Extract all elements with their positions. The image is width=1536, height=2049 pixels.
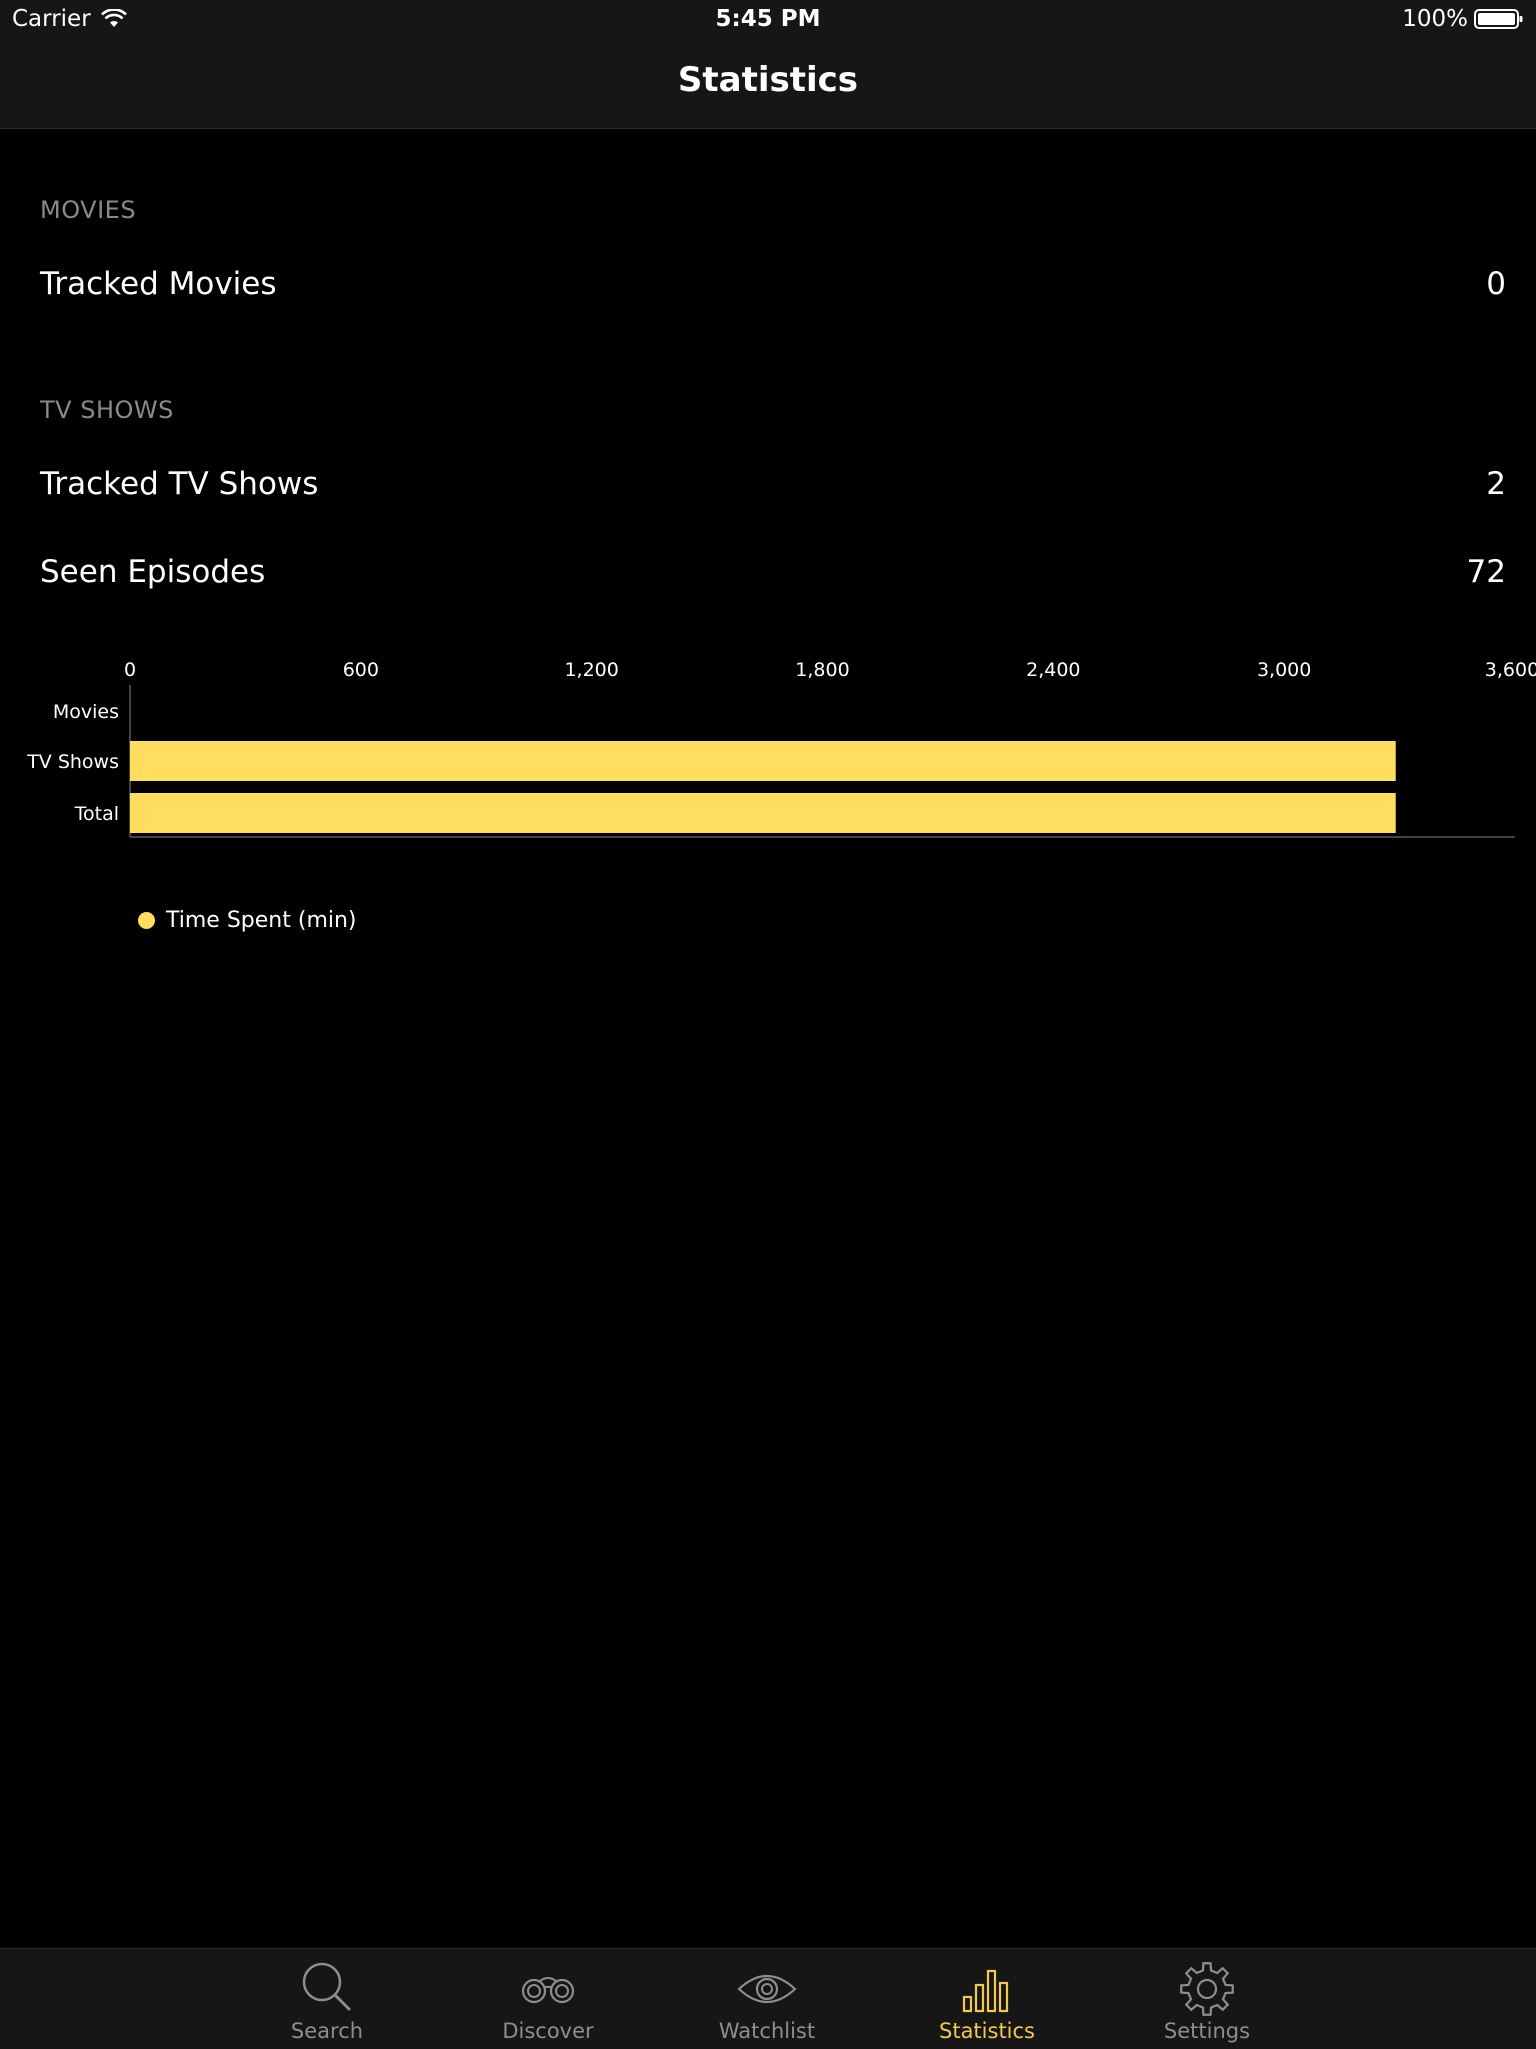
tab-bar: Search Discover Watchlist Statistics (0, 1948, 1536, 2049)
chart-bar (130, 793, 1396, 833)
tracked-tv-shows-row: Tracked TV Shows 2 (40, 459, 1506, 509)
x-tick-label: 3,000 (1257, 659, 1311, 681)
tracked-tv-shows-value: 2 (1486, 466, 1506, 502)
x-tick-label: 3,600 (1485, 659, 1536, 681)
section-header-tv-shows: TV SHOWS (40, 396, 174, 424)
tracked-tv-shows-label: Tracked TV Shows (40, 466, 319, 502)
eye-icon (737, 1975, 797, 2003)
status-time: 5:45 PM (715, 6, 821, 32)
category-label: Total (74, 803, 119, 825)
x-tick-label: 1,800 (795, 659, 849, 681)
status-bar: Carrier 5:45 PM 100% (0, 0, 1536, 40)
tab-discover-label: Discover (502, 2019, 594, 2043)
status-carrier: Carrier (12, 6, 127, 32)
legend-swatch (138, 912, 155, 929)
seen-episodes-label: Seen Episodes (40, 554, 266, 590)
tracked-movies-row: Tracked Movies 0 (40, 259, 1506, 309)
tab-settings-label: Settings (1163, 2019, 1251, 2043)
wifi-icon (100, 9, 127, 27)
section-header-movies: MOVIES (40, 196, 137, 224)
category-label: TV Shows (26, 751, 119, 773)
tab-watchlist-label: Watchlist (718, 2019, 816, 2043)
x-tick-label: 2,400 (1026, 659, 1080, 681)
chart-bar (130, 741, 1396, 781)
gear-icon (1180, 1962, 1234, 2016)
time-spent-chart: 0 600 1,200 1,800 2,400 3,000 3,600 Movies TV Sh… (26, 659, 1536, 838)
carrier-label: Carrier (12, 6, 91, 32)
legend-label: Time Spent (min) (166, 908, 357, 933)
tab-statistics[interactable]: Statistics (907, 1949, 1067, 2049)
tab-settings[interactable]: Settings (1127, 1949, 1287, 2049)
category-label: Movies (53, 701, 119, 723)
battery-icon (1474, 9, 1523, 29)
chart-legend: Time Spent (min) (138, 908, 357, 933)
tracked-movies-value: 0 (1486, 266, 1506, 302)
seen-episodes-value: 72 (1466, 554, 1506, 590)
bar-chart-icon (962, 1969, 1009, 2013)
x-tick-label: 0 (124, 659, 136, 681)
tracked-movies-label: Tracked Movies (40, 266, 277, 302)
x-tick-label: 1,200 (564, 659, 618, 681)
tab-statistics-label: Statistics (939, 2019, 1035, 2043)
navigation-bar: Statistics (0, 40, 1536, 129)
tab-search-label: Search (290, 2019, 364, 2043)
binoculars-icon (521, 1977, 575, 2004)
seen-episodes-row: Seen Episodes 72 (40, 547, 1506, 597)
tab-watchlist[interactable]: Watchlist (687, 1949, 847, 2049)
tab-discover[interactable]: Discover (468, 1949, 628, 2049)
status-battery: 100% (1402, 6, 1524, 32)
x-tick-label: 600 (343, 659, 379, 681)
tab-search[interactable]: Search (247, 1949, 407, 2049)
search-icon (302, 1962, 351, 2011)
page-title: Statistics (677, 60, 859, 100)
battery-percent: 100% (1402, 6, 1468, 32)
